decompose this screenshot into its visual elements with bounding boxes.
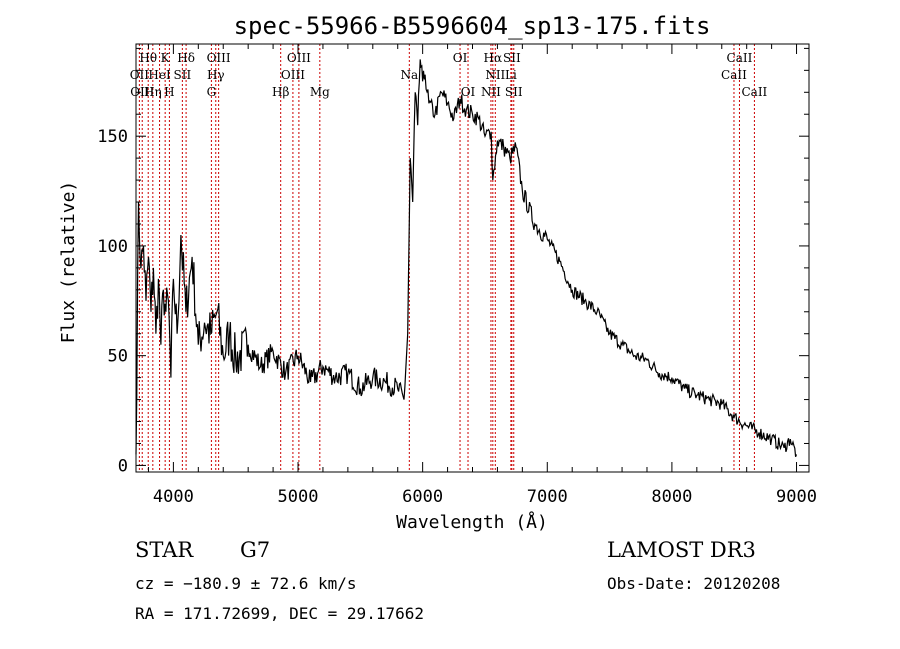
y-tick-label: 100 (97, 237, 128, 257)
spectral-line-label: Na (400, 68, 418, 82)
spectral-line-label: Hδ (177, 51, 195, 65)
coordinates-text: RA = 171.72699, DEC = 29.17662 (135, 604, 424, 623)
plot-frame (135, 43, 810, 473)
spectral-line-label: SII (505, 85, 523, 99)
x-tick-label: 9000 (776, 487, 817, 507)
y-tick-label: 150 (97, 127, 128, 147)
spectral-line-label: HeI (148, 68, 171, 82)
spectral-line-label: H (164, 85, 174, 99)
y-tick-label: 0 (118, 456, 128, 476)
survey-name: LAMOST DR3 (607, 538, 756, 562)
spectral-line-label: NII (485, 68, 505, 82)
spectral-line-label: OIII (207, 51, 231, 65)
spectral-line-label: Hγ (207, 68, 225, 82)
redshift-text: cz = −180.9 ± 72.6 km/s (135, 574, 357, 593)
spectral-line-label: CaII (721, 68, 747, 82)
x-axis: 4000 5000 6000 7000 8000 9000 (147, 44, 817, 507)
x-tick-label: 5000 (278, 487, 319, 507)
spectral-line-label: CaII (727, 51, 753, 65)
spectral-line-label: OIII (281, 68, 305, 82)
obs-date-text: Obs-Date: 20120208 (607, 574, 781, 593)
object-class: STAR (135, 538, 194, 562)
spectral-line-label: OI (453, 51, 468, 65)
spectral-line-label: Li (505, 68, 517, 82)
spectral-line-label: CaII (741, 85, 767, 99)
spectral-line-label: Hθ (139, 51, 157, 65)
spectral-line-label: SII (174, 68, 192, 82)
spectral-line-label: Hβ (272, 85, 289, 99)
spectral-line-label: G (207, 85, 217, 99)
spectral-line-label: K (161, 51, 171, 65)
y-axis-label: Flux (relative) (58, 181, 79, 344)
x-tick-label: 6000 (402, 487, 443, 507)
x-tick-label: 7000 (527, 487, 568, 507)
spectral-line-label: Hα (484, 51, 503, 65)
spectral-line-label: SII (503, 51, 521, 65)
spectral-line-label: Mg (310, 85, 330, 99)
y-axis: 0 50 100 150 (97, 47, 809, 476)
y-tick-label: 50 (108, 347, 128, 367)
x-tick-label: 4000 (153, 487, 194, 507)
x-tick-label: 8000 (651, 487, 692, 507)
flux-series-line (135, 59, 798, 458)
spectral-line-label: OIII (287, 51, 311, 65)
spectral-line-label: OII (130, 68, 150, 82)
spectral-line-label: OI (461, 85, 476, 99)
x-axis-label: Wavelength (Å) (396, 511, 548, 533)
spectral-line-markers (138, 44, 755, 472)
object-subclass: G7 (240, 538, 271, 562)
chart-title: spec-55966-B5596604_sp13-175.fits (234, 12, 711, 40)
spectral-line-label: NII (481, 85, 501, 99)
spectral-line-label: Hη (144, 85, 162, 99)
